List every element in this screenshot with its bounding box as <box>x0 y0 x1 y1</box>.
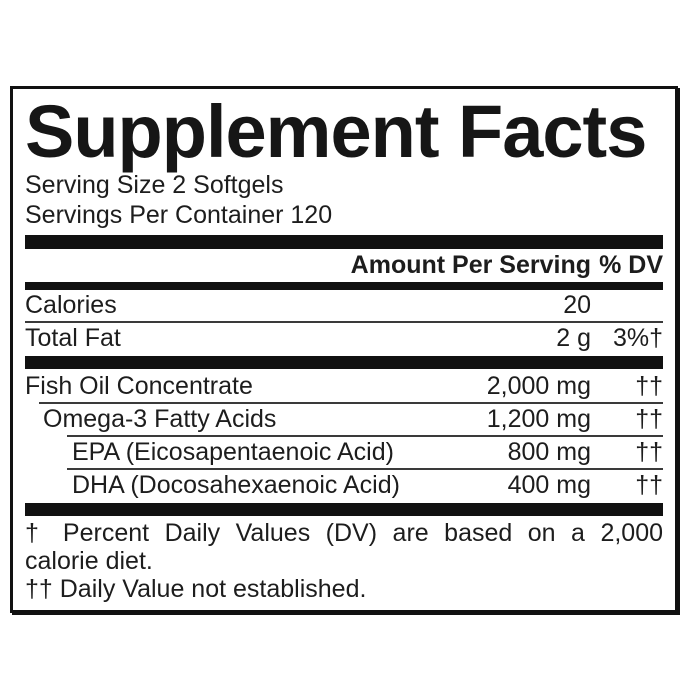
nutrient-amount: 2,000 mg <box>486 372 591 400</box>
nutrient-amount: 1,200 mg <box>486 405 591 433</box>
nutrient-amount: 20 <box>563 291 591 319</box>
row-separator <box>67 435 663 437</box>
nutrient-dv: †† <box>635 438 663 466</box>
supplement-facts-panel: Supplement Facts Serving Size 2 Softgels… <box>10 86 678 613</box>
nutrient-dv: 3%† <box>612 324 663 352</box>
row-separator <box>67 468 663 470</box>
nutrient-dv: †† <box>635 405 663 433</box>
nutrient-row-omega3: Omega-3 Fatty Acids 1,200 mg †† <box>25 404 663 435</box>
nutrient-row-calories: Calories 20 <box>25 290 663 321</box>
thick-rule-top <box>25 235 663 249</box>
nutrient-name: DHA (Docosahexaenoic Acid) <box>72 471 400 499</box>
row-separator <box>25 321 663 323</box>
nutrient-name: Calories <box>25 291 117 319</box>
serving-size-text: Serving Size 2 Softgels <box>25 171 284 199</box>
nutrient-dv: †† <box>635 471 663 499</box>
footnotes: † Percent Daily Values (DV) are based on… <box>25 519 663 603</box>
thick-rule-mid <box>25 356 663 369</box>
nutrient-name: Fish Oil Concentrate <box>25 372 253 400</box>
nutrient-row-epa: EPA (Eicosapentaenoic Acid) 800 mg †† <box>25 437 663 468</box>
nutrient-amount: 400 mg <box>507 471 591 499</box>
footnote-daily-values-line1: † Percent Daily Values (DV) are based on… <box>25 519 663 547</box>
nutrient-dv: †† <box>635 372 663 400</box>
servings-per-container-text: Servings Per Container 120 <box>25 201 333 229</box>
panel-title: Supplement Facts <box>25 90 647 173</box>
nutrient-row-fish-oil: Fish Oil Concentrate 2,000 mg †† <box>25 371 663 402</box>
nutrient-row-total-fat: Total Fat 2 g 3%† <box>25 323 663 354</box>
column-header-row: Amount Per Serving % DV <box>25 249 663 282</box>
amount-per-serving-header: Amount Per Serving <box>350 251 591 279</box>
footnote-not-established: †† Daily Value not established. <box>25 575 367 603</box>
row-separator <box>39 402 663 404</box>
nutrient-name: EPA (Eicosapentaenoic Acid) <box>72 438 394 466</box>
nutrient-name: Total Fat <box>25 324 121 352</box>
nutrient-amount: 2 g <box>556 324 591 352</box>
footnote-daily-values-line2: calorie diet. <box>25 547 153 575</box>
medium-rule-under-header <box>25 282 663 290</box>
nutrient-name: Omega-3 Fatty Acids <box>43 405 277 433</box>
percent-dv-header: % DV <box>599 251 663 279</box>
thick-rule-bottom <box>25 503 663 516</box>
nutrient-row-dha: DHA (Docosahexaenoic Acid) 400 mg †† <box>25 470 663 501</box>
nutrient-amount: 800 mg <box>507 438 591 466</box>
